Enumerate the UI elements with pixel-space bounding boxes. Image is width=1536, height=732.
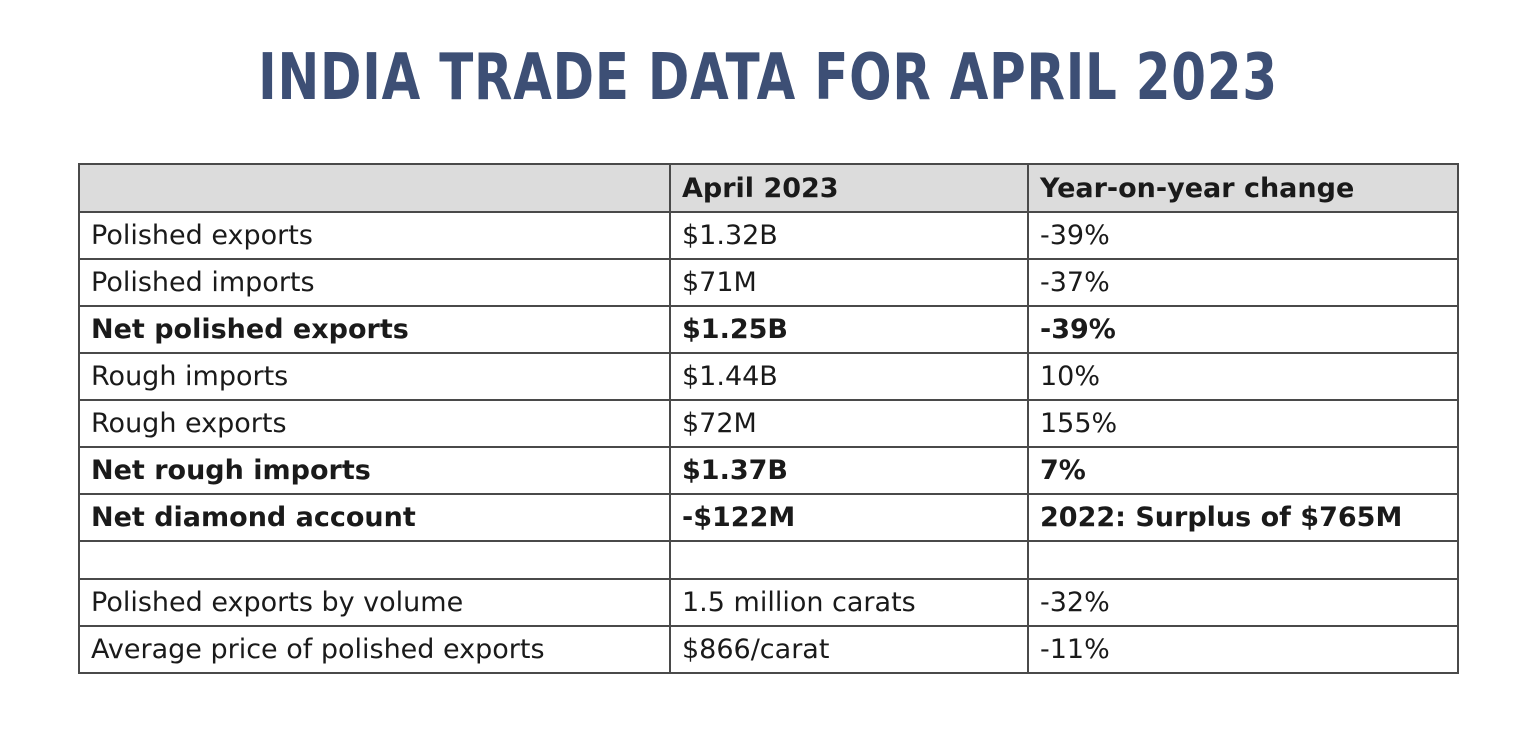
header-cell-april-2023: April 2023: [669, 163, 1029, 213]
table-row: Polished imports $71M -37%: [78, 258, 1459, 307]
row-change-cell: 155%: [1027, 399, 1459, 448]
row-value-cell: $71M: [669, 258, 1029, 307]
row-change-cell: -37%: [1027, 258, 1459, 307]
chart-title: INDIA TRADE DATA FOR APRIL 2023: [258, 41, 1278, 115]
row-value-cell: $1.44B: [669, 352, 1029, 401]
table-row: Rough exports $72M 155%: [78, 399, 1459, 448]
row-label-cell: Net rough imports: [78, 446, 671, 495]
table-row: Average price of polished exports $866/ca…: [78, 625, 1459, 674]
table-row: Net diamond account -$122M 2022: Surplus o…: [78, 493, 1459, 542]
row-label-cell: Polished exports: [78, 211, 671, 260]
table-row: [78, 540, 1459, 580]
table-row: Net polished exports $1.25B -39%: [78, 305, 1459, 354]
table-row: Rough imports $1.44B 10%: [78, 352, 1459, 401]
row-value-cell: $1.32B: [669, 211, 1029, 260]
row-label-cell: Rough imports: [78, 352, 671, 401]
row-value-cell: 1.5 million carats: [669, 578, 1029, 627]
row-change-cell: 10%: [1027, 352, 1459, 401]
row-value-cell: [669, 540, 1029, 580]
table-row: Polished exports by volume 1.5 million ca…: [78, 578, 1459, 627]
row-label-cell: Net diamond account: [78, 493, 671, 542]
row-change-cell: -39%: [1027, 211, 1459, 260]
header-cell-label: [78, 163, 671, 213]
row-change-cell: -32%: [1027, 578, 1459, 627]
row-change-cell: -11%: [1027, 625, 1459, 674]
table-header-row: April 2023 Year-on-year change: [78, 163, 1459, 213]
row-label-cell: Rough exports: [78, 399, 671, 448]
row-value-cell: $1.37B: [669, 446, 1029, 495]
row-value-cell: -$122M: [669, 493, 1029, 542]
row-change-cell: [1027, 540, 1459, 580]
row-label-cell: Polished imports: [78, 258, 671, 307]
row-change-cell: 7%: [1027, 446, 1459, 495]
row-value-cell: $1.25B: [669, 305, 1029, 354]
row-change-cell: 2022: Surplus of $765M: [1027, 493, 1459, 542]
table-row: Polished exports $1.32B -39%: [78, 211, 1459, 260]
row-value-cell: $866/carat: [669, 625, 1029, 674]
row-label-cell: Polished exports by volume: [78, 578, 671, 627]
row-value-cell: $72M: [669, 399, 1029, 448]
row-label-cell: [78, 540, 671, 580]
table-body: Polished exports $1.32B -39% Polished impor…: [78, 211, 1459, 674]
row-change-cell: -39%: [1027, 305, 1459, 354]
table-row: Net rough imports $1.37B 7%: [78, 446, 1459, 495]
header-cell-yoy-change: Year-on-year change: [1027, 163, 1459, 213]
row-label-cell: Average price of polished exports: [78, 625, 671, 674]
row-label-cell: Net polished exports: [78, 305, 671, 354]
trade-data-table: April 2023 Year-on-year change Polished …: [78, 163, 1459, 674]
